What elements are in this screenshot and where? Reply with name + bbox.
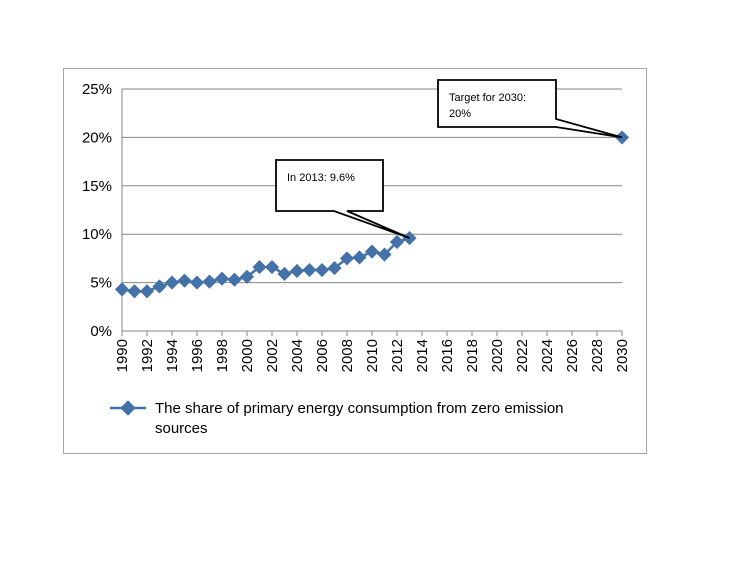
x-tick-label: 2006 — [314, 339, 331, 372]
data-point-1993 — [152, 279, 167, 294]
data-point-2011 — [377, 247, 392, 262]
x-tick-label: 2022 — [514, 339, 531, 372]
x-tick-label: 2026 — [564, 339, 581, 372]
x-tick-label: 2002 — [264, 339, 281, 372]
annotation-2030-text-line1: Target for 2030: — [449, 92, 526, 104]
y-tick-label: 10% — [82, 226, 112, 243]
series — [114, 130, 630, 299]
y-tick-label: 25% — [82, 81, 112, 98]
annotation-2013: In 2013: 9.6% — [275, 159, 410, 239]
x-tick-label: 2016 — [439, 339, 456, 372]
data-point-2004 — [289, 263, 305, 279]
annotation-2013-box — [275, 159, 410, 239]
data-point-2009 — [352, 250, 367, 265]
data-point-1994 — [164, 275, 180, 290]
annotation-2013-text: In 2013: 9.6% — [287, 172, 355, 184]
data-point-1991 — [127, 284, 142, 299]
legend-marker — [120, 400, 136, 416]
x-tick-label: 2024 — [539, 339, 556, 372]
data-point-1992 — [139, 284, 155, 299]
x-tick-label: 2008 — [339, 339, 356, 372]
x-tick-label: 2030 — [614, 339, 631, 372]
x-tick-label: 2000 — [239, 339, 256, 372]
chart-frame — [63, 68, 647, 454]
data-point-2008 — [339, 251, 355, 266]
data-point-2003 — [277, 266, 292, 281]
data-point-1996 — [189, 275, 205, 290]
x-axis: 1990 1992 1994 1996 1998 2000 2002 2004 2006 2008… — [114, 330, 631, 372]
y-axis: 0% 5% 10% 15% 20% 25% — [82, 81, 123, 340]
legend-label-line1: The share of primary energy consumption … — [155, 400, 564, 417]
x-tick-label: 1996 — [189, 339, 206, 372]
x-tick-label: 2014 — [414, 339, 431, 372]
data-point-1995 — [177, 273, 192, 288]
annotation-2030-box — [437, 79, 623, 139]
y-tick-label: 5% — [90, 275, 112, 292]
data-point-1999 — [227, 272, 242, 287]
data-point-2010 — [364, 244, 380, 259]
x-tick-label: 2018 — [464, 339, 481, 372]
y-tick-label: 0% — [90, 323, 112, 340]
data-point-1990 — [114, 282, 130, 297]
data-point-2002 — [264, 260, 280, 275]
x-tick-label: 2004 — [289, 339, 306, 372]
series-line — [121, 236, 410, 293]
x-tick-label: 1990 — [114, 339, 131, 372]
x-tick-label: 2020 — [489, 339, 506, 372]
x-tick-label: 1992 — [139, 339, 156, 372]
x-tick-label: 2012 — [389, 339, 406, 372]
data-point-2007 — [327, 261, 342, 276]
data-point-2005 — [302, 262, 317, 278]
data-point-1997 — [202, 274, 217, 289]
data-point-2012 — [389, 234, 405, 250]
legend: The share of primary energy consumption … — [110, 400, 564, 437]
data-point-2001 — [252, 260, 267, 275]
legend-label-line2: sources — [155, 420, 208, 437]
y-tick-label: 15% — [82, 178, 112, 195]
data-point-2000 — [239, 269, 255, 284]
x-tick-label: 1994 — [164, 339, 181, 372]
x-tick-label: 2010 — [364, 339, 381, 372]
x-tick-label: 2028 — [589, 339, 606, 372]
data-point-1998 — [214, 271, 230, 286]
y-tick-label: 20% — [82, 129, 112, 146]
x-tick-label: 1998 — [214, 339, 231, 372]
annotation-2030-text-line2: 20% — [449, 108, 471, 120]
annotation-2030: Target for 2030: 20% — [437, 79, 623, 139]
data-point-2006 — [314, 262, 330, 278]
